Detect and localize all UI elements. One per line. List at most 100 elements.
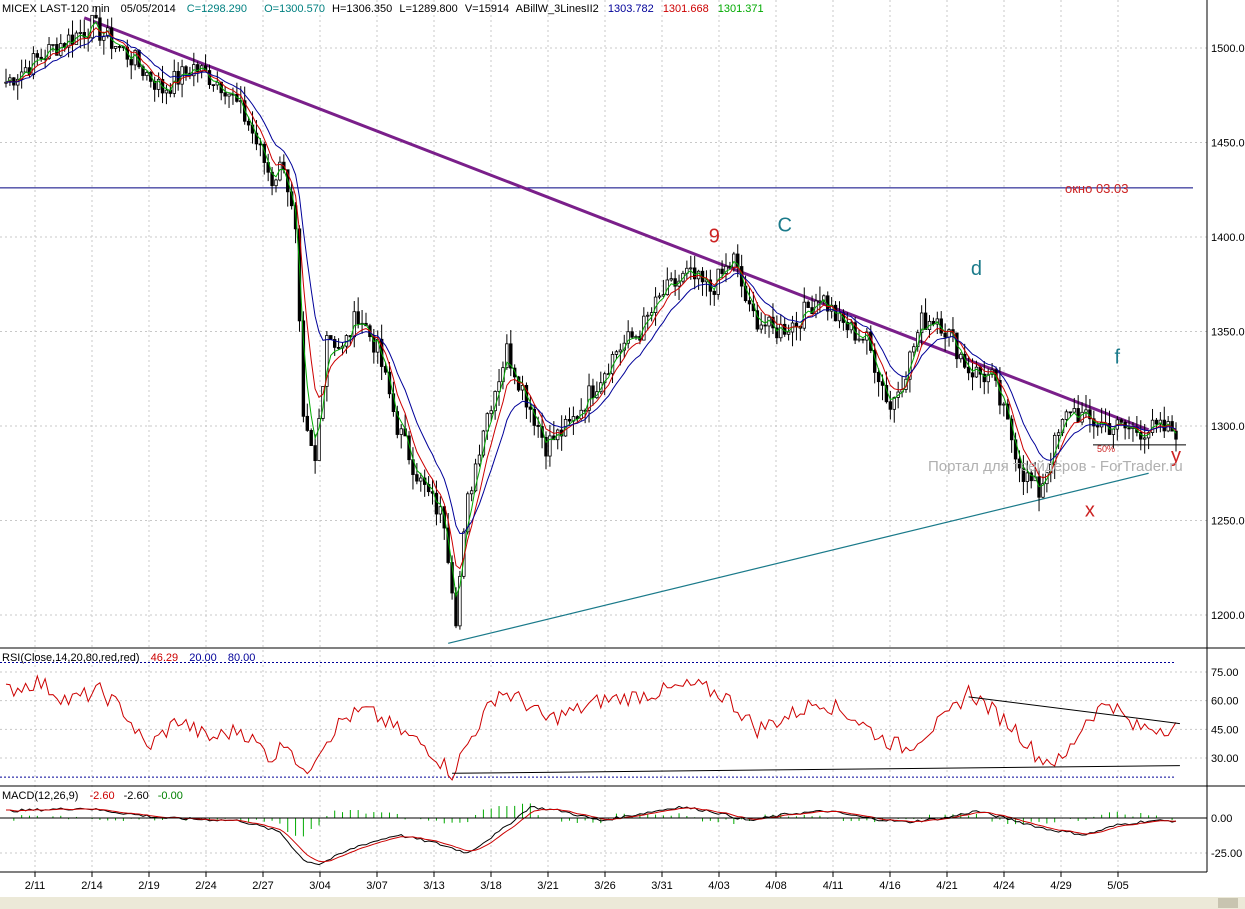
candle-body [419,477,423,482]
high-label: H=1306.350 [332,3,392,15]
candle-body [23,67,28,73]
price-tick-label: 1350.0 [1211,327,1245,339]
wave-annotations: 9 Cd f x y [709,214,1181,521]
candle-body [434,492,439,515]
candle-body [618,349,623,353]
candle-body [974,366,979,378]
candle-body [196,64,200,72]
candle-body [35,53,40,58]
candle-body [129,58,133,66]
candle-body [536,425,540,427]
candle-body [528,406,533,410]
candle-body [524,384,529,408]
candle-body [39,56,43,59]
candle-body [426,484,431,493]
candle-body [673,278,677,287]
candle-body [970,372,975,378]
x-tick-label: 2/27 [252,880,273,892]
candle-body [724,265,728,274]
wave-label-x: x [1085,500,1095,522]
open-label: O=1300.570 [264,3,325,15]
candle-body [1029,472,1033,482]
candle-body [227,93,231,97]
low-label: L=1289.800 [399,3,457,15]
candle-body [82,32,86,38]
candle-body [246,120,251,126]
candle-body [305,415,310,431]
candle-body [759,324,763,330]
scrollbar-thumb[interactable] [1218,898,1238,908]
candle-body [301,320,306,417]
candle-body [317,418,321,462]
ma-mid-line [5,27,1177,570]
x-tick-label: 2/14 [81,880,102,892]
wave-label-y: y [1171,445,1181,467]
x-tick-label: 2/19 [138,880,159,892]
x-tick-label: 2/11 [25,880,46,892]
candle-body [876,372,881,383]
candle-body [1041,483,1045,498]
macd-series [0,803,1207,866]
moving-averages [5,21,1177,598]
support-trendline [448,472,1149,644]
candlestick-series [4,6,1178,630]
rsi-tick-label: 75.00 [1211,667,1239,679]
x-tick-label: 4/03 [708,880,729,892]
candle-body [794,322,799,327]
candle-body [395,411,400,435]
candle-body [313,445,317,462]
x-tick-label: 3/07 [366,880,387,892]
rsi-header: RSI(Close,14,20,80,red,red) 46.29 20.00 … [2,652,255,664]
rsi-series [0,661,1180,781]
rsi-tick-label: 60.00 [1211,696,1239,708]
candle-body [164,89,169,94]
candle-body [332,339,337,348]
candle-body [544,436,548,457]
candle-body [689,267,693,270]
x-tick-label: 3/31 [651,880,672,892]
candle-body [184,66,188,74]
candle-body [763,324,767,327]
candle-body [943,332,947,338]
candle-body [1154,419,1159,425]
candle-body [59,43,63,56]
indicator-value-2: 1301.668 [663,3,709,15]
candle-body [602,373,607,384]
candle-body [94,14,98,19]
price-tick-label: 1400.0 [1211,232,1245,244]
candle-body [532,408,536,426]
watermark: Портал для трейдеров - ForTrader.ru [928,458,1183,475]
rsi-lower-trendline [452,765,1180,774]
candle-body [1142,437,1147,440]
candle-body [512,367,517,378]
candle-body [782,323,787,335]
macd-tick-label: -25.00 [1211,848,1242,860]
candle-body [458,575,462,627]
candle-body [845,322,850,331]
candle-body [415,474,419,482]
rsi-tick-label: 45.00 [1211,724,1239,736]
macd-signal: -2.60 [124,790,149,802]
macd-value: -2.60 [89,790,114,802]
price-tick-label: 1300.0 [1211,421,1245,433]
candle-body [747,300,752,305]
candle-body [614,351,619,355]
candle-body [818,300,822,303]
price-tick-label: 1200.0 [1211,610,1245,622]
candle-body [505,343,509,369]
candle-body [469,490,474,495]
candle-body [70,34,75,45]
scrollbar-track[interactable] [0,897,1245,909]
candle-body [336,347,341,349]
candle-body [732,253,736,268]
candle-body [156,78,161,90]
price-tick-label: 1250.0 [1211,516,1245,528]
rsi-level-high: 80.00 [228,652,256,664]
candle-body [466,493,470,533]
volume-label: V=15914 [465,3,509,15]
candle-body [779,323,783,339]
candle-body [1111,428,1116,435]
rsi-value: 46.29 [151,652,179,664]
wave-label-f: f [1115,347,1121,369]
candle-body [352,311,356,338]
